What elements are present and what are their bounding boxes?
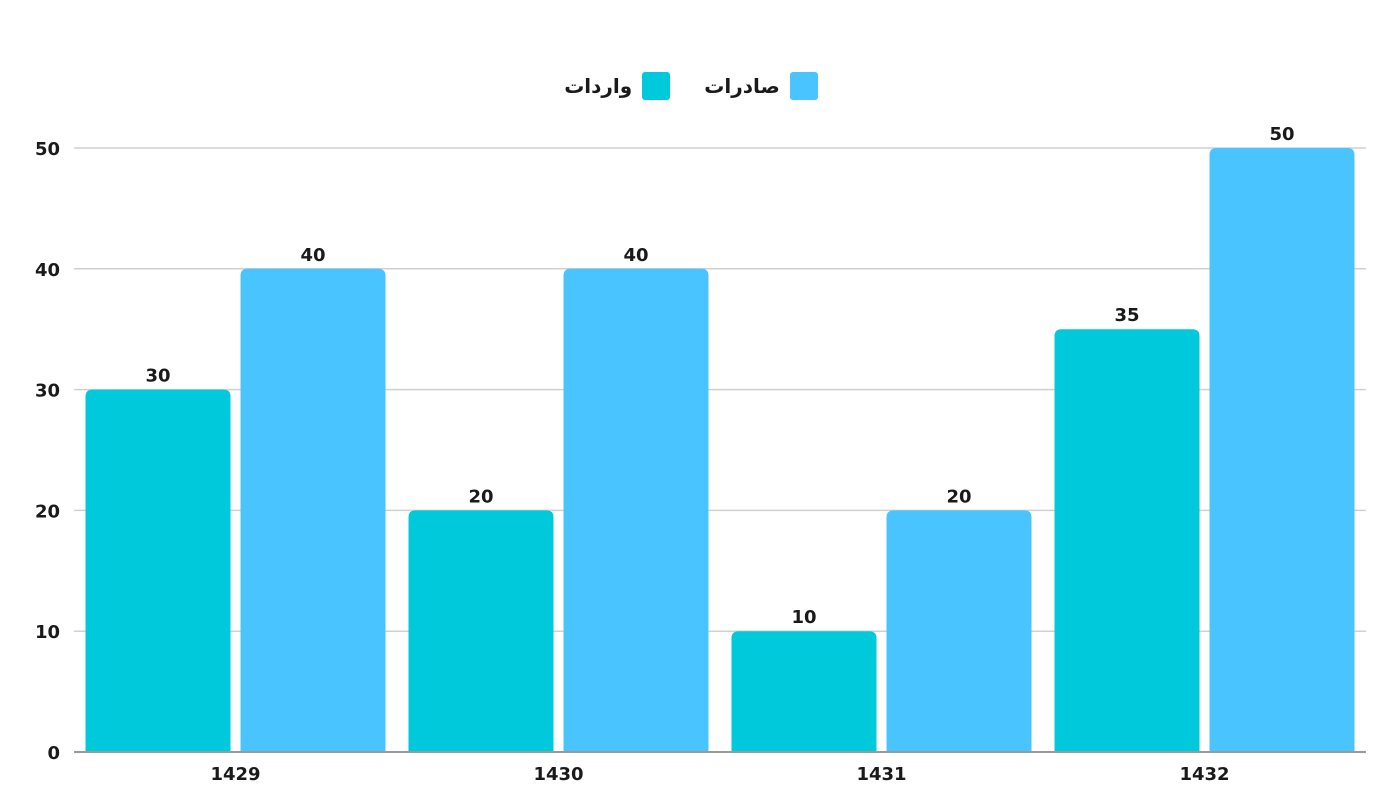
y-tick-label: 0 (47, 743, 60, 764)
x-tick-label: 1432 (1179, 764, 1229, 785)
y-tick-label: 30 (35, 381, 60, 402)
bar-imports (85, 389, 231, 752)
bar-exports (1209, 148, 1355, 752)
y-tick-label: 20 (35, 501, 60, 522)
x-tick-label: 1431 (856, 764, 906, 785)
data-label: 30 (145, 366, 170, 387)
bar-imports (1054, 329, 1200, 752)
data-label: 20 (946, 486, 971, 507)
legend-swatch-exports (789, 72, 818, 100)
data-label: 10 (791, 607, 816, 628)
bar-exports (240, 268, 386, 752)
bar-exports (563, 268, 709, 752)
data-label: 40 (300, 245, 325, 266)
bar-imports (408, 510, 554, 752)
data-label: 35 (1114, 305, 1139, 326)
data-label: 20 (468, 486, 493, 507)
data-label: 40 (623, 245, 648, 266)
legend-item-imports: واردات (564, 72, 671, 100)
y-tick-label: 10 (35, 622, 60, 643)
legend: صادرات واردات (0, 72, 1382, 100)
x-tick-label: 1429 (210, 764, 260, 785)
bar-exports (886, 510, 1032, 752)
y-tick-label: 50 (35, 139, 60, 160)
bar-imports (731, 631, 877, 752)
legend-label-imports: واردات (564, 74, 633, 98)
legend-swatch-imports (642, 72, 671, 100)
data-label: 50 (1269, 124, 1294, 145)
y-tick-label: 40 (35, 260, 60, 281)
x-tick-label: 1430 (533, 764, 583, 785)
legend-item-exports: صادرات (704, 72, 818, 100)
legend-label-exports: صادرات (704, 74, 780, 98)
